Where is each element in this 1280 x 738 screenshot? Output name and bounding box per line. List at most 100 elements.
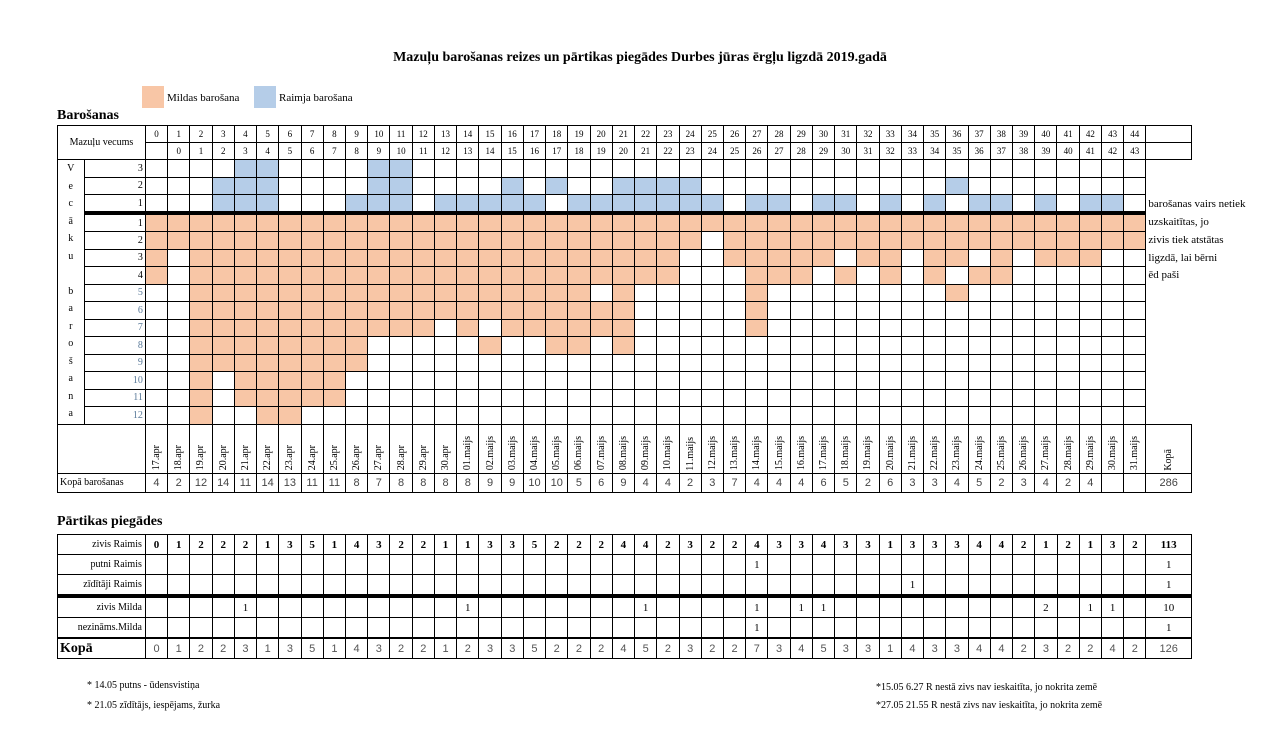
delivery-value bbox=[878, 574, 902, 598]
total-value: 5 bbox=[967, 472, 991, 493]
date-label: 26.apr bbox=[344, 423, 369, 474]
date-text: 08.maijs bbox=[617, 436, 629, 471]
grid-cell bbox=[967, 159, 991, 178]
grid-cell bbox=[1034, 371, 1058, 390]
delivery-value bbox=[167, 554, 191, 575]
grid-cell bbox=[611, 406, 636, 425]
grid-cell bbox=[500, 388, 524, 407]
milda-feeding-cell bbox=[1100, 212, 1125, 232]
milda-feeding-cell bbox=[656, 231, 680, 250]
delivery-total-value: 4 bbox=[611, 637, 636, 659]
milda-feeding-cell bbox=[834, 212, 858, 232]
grid-cell bbox=[923, 301, 947, 320]
grid-cell bbox=[722, 283, 747, 302]
row-number: 3 bbox=[83, 159, 146, 178]
age-cell: 35 bbox=[923, 125, 947, 143]
age-cell: 43 bbox=[1100, 125, 1125, 143]
grid-cell bbox=[900, 318, 925, 337]
milda-feeding-cell bbox=[256, 283, 280, 302]
delivery-total-value: 2 bbox=[389, 637, 413, 659]
delivery-value: 3 bbox=[856, 534, 880, 555]
milda-feeding-cell bbox=[278, 406, 302, 425]
grid-cell bbox=[1123, 248, 1147, 267]
grid-cell bbox=[433, 336, 458, 355]
delivery-value bbox=[767, 574, 791, 598]
delivery-value bbox=[144, 574, 169, 598]
delivery-value bbox=[722, 617, 747, 639]
grid-cell bbox=[589, 283, 613, 302]
date-text: 25.maijs bbox=[995, 436, 1007, 471]
grid-cell bbox=[722, 301, 747, 320]
delivery-value bbox=[456, 574, 480, 598]
grid-cell bbox=[700, 318, 724, 337]
footnote-left-2: * 21.05 zīdītājs, iespējams, žurka bbox=[87, 700, 221, 711]
date-label: 14.maijs bbox=[745, 423, 769, 474]
grid-cell bbox=[144, 283, 169, 302]
grid-cell bbox=[367, 406, 391, 425]
milda-feeding-cell bbox=[856, 212, 880, 232]
date-text: 09.maijs bbox=[640, 436, 652, 471]
date-label: 11.maijs bbox=[678, 423, 702, 474]
raimis-feeding-cell bbox=[478, 194, 502, 215]
raimis-feeding-cell bbox=[878, 194, 902, 215]
total-value: 4 bbox=[789, 472, 813, 493]
delivery-value bbox=[945, 554, 969, 575]
grid-cell bbox=[945, 194, 969, 215]
delivery-value bbox=[256, 595, 280, 618]
milda-feeding-cell bbox=[967, 266, 991, 285]
delivery-value bbox=[811, 554, 836, 575]
age-cell: 37 bbox=[967, 125, 991, 143]
grid-cell bbox=[211, 371, 235, 390]
delivery-value bbox=[811, 617, 836, 639]
grid-cell bbox=[411, 194, 435, 215]
delivery-value: 3 bbox=[834, 534, 858, 555]
grand-total: 286 bbox=[1145, 472, 1192, 493]
grid-cell bbox=[1100, 266, 1125, 285]
milda-feeding-cell bbox=[300, 283, 324, 302]
note-cell bbox=[1146, 160, 1192, 178]
delivery-total-value: 3 bbox=[478, 637, 502, 659]
grid-cell bbox=[878, 371, 902, 390]
total-value: 4 bbox=[767, 472, 791, 493]
grid-cell bbox=[478, 176, 502, 195]
grid-cell bbox=[1100, 318, 1125, 337]
date-label: 26.maijs bbox=[1012, 423, 1036, 474]
grid-cell bbox=[611, 388, 636, 407]
vertical-letter: o bbox=[68, 338, 74, 349]
age-cell: 17 bbox=[522, 125, 547, 143]
delivery-value: 3 bbox=[500, 534, 524, 555]
milda-feeding-cell bbox=[322, 301, 346, 320]
age-cell: 36 bbox=[967, 142, 991, 160]
total-value: 9 bbox=[478, 472, 502, 493]
milda-feeding-cell bbox=[500, 283, 524, 302]
grid-cell bbox=[900, 388, 925, 407]
feeding-table: Mazuļu vecums 0 1 2 3 4 5 6 7 8 9 10 11 12 13 14 15 16 17 1… bbox=[57, 125, 1246, 493]
age-cell: 40 bbox=[1056, 142, 1080, 160]
raimis-feeding-cell bbox=[522, 194, 547, 215]
delivery-value bbox=[1034, 554, 1058, 575]
grid-cell bbox=[767, 336, 791, 355]
age-cell: 14 bbox=[478, 142, 502, 160]
milda-feeding-cell bbox=[500, 318, 524, 337]
milda-feeding-cell bbox=[789, 266, 813, 285]
age-cell: 28 bbox=[789, 142, 813, 160]
raimis-feeding-cell bbox=[656, 176, 680, 195]
grid-cell bbox=[1100, 283, 1125, 302]
grid-cell bbox=[678, 371, 702, 390]
milda-feeding-cell bbox=[300, 266, 324, 285]
grid-cell bbox=[1034, 336, 1058, 355]
date-text: 12.maijs bbox=[706, 436, 718, 471]
milda-feeding-cell bbox=[322, 266, 346, 285]
grid-cell bbox=[1123, 266, 1147, 285]
delivery-value bbox=[233, 554, 258, 575]
grid-cell bbox=[767, 371, 791, 390]
milda-feeding-cell bbox=[300, 248, 324, 267]
milda-feeding-cell bbox=[722, 248, 747, 267]
total-value: 4 bbox=[745, 472, 769, 493]
grid-cell bbox=[989, 388, 1014, 407]
note-cell bbox=[1146, 302, 1192, 320]
grid-cell bbox=[989, 283, 1014, 302]
delivery-value bbox=[789, 574, 813, 598]
age-cell: 37 bbox=[989, 142, 1014, 160]
milda-feeding-cell bbox=[478, 266, 502, 285]
